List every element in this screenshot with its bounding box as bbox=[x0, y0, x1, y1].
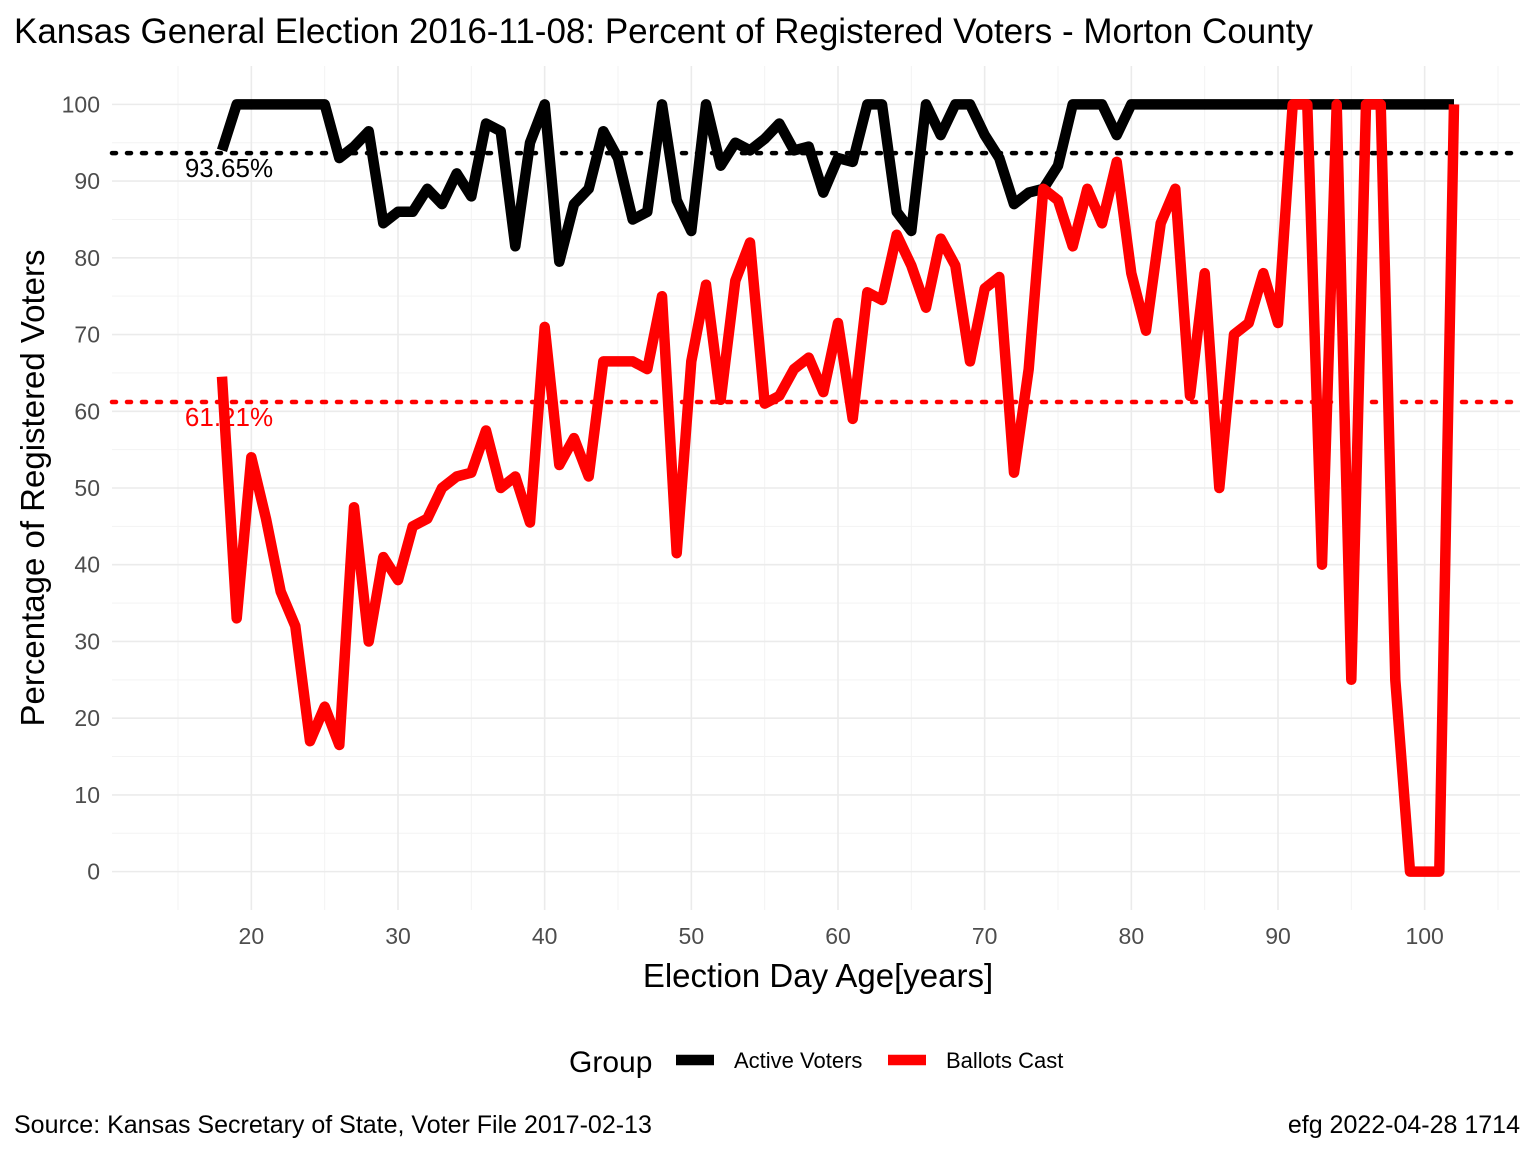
x-tick-label: 100 bbox=[1405, 923, 1443, 949]
x-tick-label: 90 bbox=[1265, 923, 1291, 949]
y-tick-label: 30 bbox=[74, 628, 100, 654]
y-tick-label: 80 bbox=[74, 245, 100, 271]
x-tick-label: 80 bbox=[1119, 923, 1145, 949]
timestamp-caption: efg 2022-04-28 1714 bbox=[1288, 1111, 1520, 1139]
y-axis-title: Percentage of Registered Voters bbox=[14, 250, 51, 727]
legend-title: Group bbox=[569, 1046, 652, 1079]
y-tick-label: 50 bbox=[74, 475, 100, 501]
legend: Group Active Voters Ballots Cast bbox=[569, 1046, 1063, 1079]
x-tick-label: 60 bbox=[825, 923, 851, 949]
y-tick-label: 90 bbox=[74, 168, 100, 194]
mean-labels: 93.65% 61.21% bbox=[185, 153, 273, 432]
series-line bbox=[216, 99, 1460, 877]
y-tick-label: 70 bbox=[74, 322, 100, 348]
x-tick-label: 40 bbox=[532, 923, 558, 949]
y-tick-label: 60 bbox=[74, 398, 100, 424]
y-tick-label: 10 bbox=[74, 782, 100, 808]
x-tick-label: 70 bbox=[972, 923, 998, 949]
y-tick-label: 0 bbox=[87, 859, 100, 885]
mean-label: 93.65% bbox=[185, 153, 273, 183]
y-tick-label: 100 bbox=[62, 91, 100, 117]
source-caption: Source: Kansas Secretary of State, Voter… bbox=[14, 1111, 652, 1139]
mean-label: 61.21% bbox=[185, 402, 273, 432]
x-tick-label: 50 bbox=[679, 923, 705, 949]
x-axis-ticks: 20 30 40 50 60 70 80 90 100 bbox=[239, 923, 1444, 949]
y-axis-ticks: 0 10 20 30 40 50 60 70 80 90 100 bbox=[62, 91, 100, 884]
x-axis-title: Election Day Age[years] bbox=[643, 957, 993, 994]
legend-label: Ballots Cast bbox=[946, 1048, 1063, 1073]
chart-title: Kansas General Election 2016-11-08: Perc… bbox=[14, 12, 1313, 51]
y-tick-label: 40 bbox=[74, 552, 100, 578]
series-line bbox=[216, 99, 1454, 267]
y-tick-label: 20 bbox=[74, 705, 100, 731]
series-lines bbox=[216, 99, 1460, 877]
legend-label: Active Voters bbox=[734, 1048, 862, 1073]
x-tick-label: 30 bbox=[385, 923, 411, 949]
x-tick-label: 20 bbox=[239, 923, 265, 949]
